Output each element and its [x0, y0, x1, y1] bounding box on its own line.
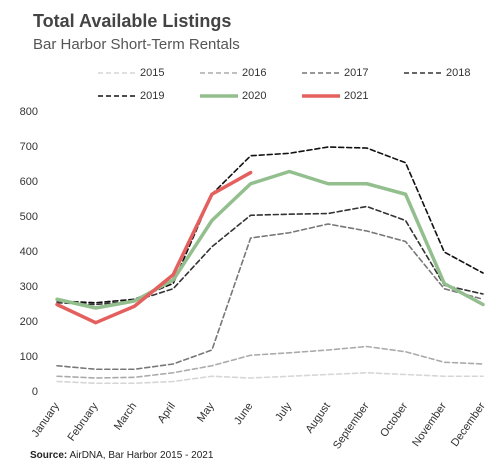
series-line: [55, 169, 485, 310]
y-tick-label: 200: [20, 316, 38, 328]
y-tick-label: 100: [20, 351, 38, 363]
x-tick-label: September: [331, 400, 372, 451]
x-tick-label: February: [65, 400, 100, 443]
source: Source: AirDNA, Bar Harbor 2015 - 2021: [30, 450, 214, 461]
chart-title: Total Available Listings: [33, 11, 231, 31]
x-tick-label: November: [410, 400, 449, 449]
legend-label: 2019: [140, 90, 164, 102]
x-tick-label: April: [156, 401, 178, 426]
series-line: [56, 146, 484, 304]
y-tick-label: 400: [20, 246, 38, 258]
x-tick-label: June: [232, 401, 256, 427]
source-text: AirDNA, Bar Harbor 2015 - 2021: [69, 450, 213, 461]
y-tick-label: 600: [20, 176, 38, 188]
legend-label: 2015: [140, 67, 164, 79]
legend-label: 2017: [344, 67, 368, 79]
series-line: [56, 371, 484, 385]
y-tick-label: 800: [20, 106, 38, 118]
legend-label: 2021: [344, 90, 368, 102]
y-tick-label: 0: [32, 386, 38, 398]
x-tick-label: January: [30, 400, 63, 439]
series-line: [56, 345, 484, 379]
x-tick-label: May: [195, 400, 217, 424]
legend-label: 2018: [446, 67, 470, 79]
series-line: [56, 223, 484, 371]
x-tick-label: August: [303, 401, 332, 436]
chart-subtitle: Bar Harbor Short-Term Rentals: [33, 36, 240, 53]
y-tick-label: 700: [20, 141, 38, 153]
legend-label: 2016: [242, 67, 266, 79]
series-line: [55, 170, 253, 325]
y-tick-label: 500: [20, 211, 38, 223]
series-line: [56, 205, 484, 306]
x-tick-label: March: [112, 401, 139, 433]
y-tick-label: 300: [20, 281, 38, 293]
source-label: Source:: [30, 450, 67, 461]
legend-label: 2020: [242, 90, 266, 102]
x-tick-label: October: [378, 400, 410, 439]
x-tick-label: July: [273, 400, 294, 423]
x-tick-label: December: [449, 400, 488, 449]
